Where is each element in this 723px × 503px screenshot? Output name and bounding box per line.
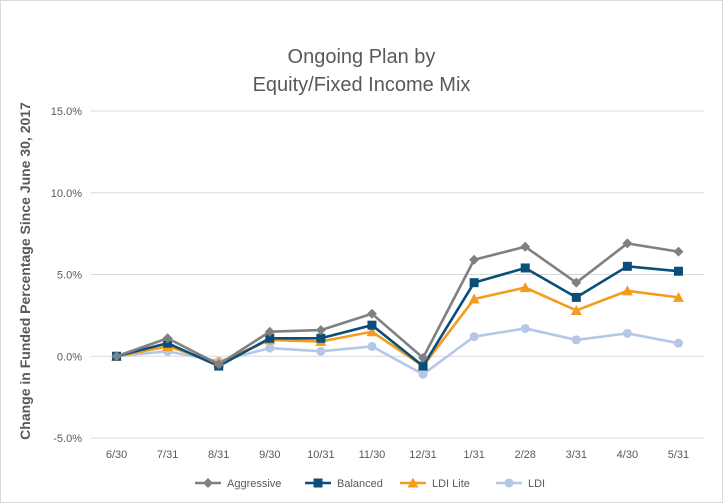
- data-point-ldi-lite: [570, 304, 582, 315]
- y-tick-label: 5.0%: [57, 270, 82, 282]
- x-tick-label: 4/30: [617, 449, 638, 461]
- legend-item-balanced: Balanced: [305, 478, 383, 490]
- data-point-aggressive: [673, 246, 684, 257]
- x-tick-label: 1/31: [463, 449, 484, 461]
- data-point-aggressive: [366, 308, 377, 319]
- data-point-balanced: [520, 263, 530, 273]
- x-tick-label: 2/28: [514, 449, 535, 461]
- series-ldi: [112, 323, 683, 379]
- x-tick-label: 7/31: [157, 449, 178, 461]
- data-point-balanced: [673, 266, 683, 276]
- data-point-ldi: [367, 341, 377, 351]
- data-point-balanced: [367, 320, 377, 330]
- axes: 15.0% 10.0% 5.0% 0.0% -5.0% 6/30 7/31 8/31 9/30 1…: [51, 106, 689, 461]
- legend: Aggressive Balanced LDI Lite LDI: [195, 477, 545, 490]
- data-point-aggressive: [264, 326, 275, 337]
- x-tick-label: 11/30: [359, 449, 386, 461]
- x-tick-label: 10/31: [307, 449, 335, 461]
- series-line-aggressive: [116, 242, 679, 366]
- data-point-aggressive: [418, 352, 429, 363]
- data-point-ldi-lite: [621, 285, 633, 296]
- data-point-ldi-lite: [468, 293, 480, 304]
- data-point-aggressive: [571, 277, 582, 288]
- data-point-balanced: [418, 361, 428, 371]
- chart-title-line2: Equity/Fixed Income Mix: [252, 74, 471, 96]
- legend-item-ldi: LDI: [496, 478, 545, 490]
- data-point-ldi: [316, 346, 326, 356]
- y-tick-label: -5.0%: [53, 433, 82, 445]
- legend-label-balanced: Balanced: [337, 478, 383, 490]
- y-axis-title: Change in Funded Percentage Since June 3…: [17, 102, 33, 440]
- legend-marker-balanced: [313, 478, 323, 488]
- legend-marker-ldi: [504, 478, 514, 488]
- y-tick-label: 0.0%: [57, 351, 82, 363]
- x-tick-label: 8/31: [208, 449, 229, 461]
- data-point-aggressive: [213, 359, 224, 370]
- data-point-aggressive: [111, 351, 122, 362]
- data-point-balanced: [469, 278, 479, 288]
- data-point-ldi: [673, 338, 683, 348]
- y-tick-label: 10.0%: [51, 188, 82, 200]
- series-line-balanced: [116, 265, 679, 368]
- legend-label-ldi: LDI: [528, 478, 545, 490]
- data-point-ldi: [622, 328, 632, 338]
- data-point-ldi: [469, 332, 479, 342]
- y-tick-label: 15.0%: [51, 106, 82, 118]
- data-point-ldi: [418, 369, 428, 379]
- series-lines: [111, 238, 684, 379]
- legend-item-ldi-lite: LDI Lite: [400, 477, 470, 490]
- data-point-ldi-lite: [672, 291, 684, 302]
- x-tick-label: 9/30: [259, 449, 280, 461]
- data-point-ldi: [520, 323, 530, 333]
- data-point-balanced: [265, 333, 275, 343]
- data-point-balanced: [571, 292, 581, 302]
- x-tick-label: 12/31: [409, 449, 437, 461]
- legend-marker-ldi-lite: [407, 477, 419, 488]
- x-tick-label: 6/30: [106, 449, 127, 461]
- data-point-aggressive: [520, 241, 531, 252]
- chart-title: Ongoing Plan by Equity/Fixed Income Mix: [1, 43, 722, 99]
- series-aggressive: [111, 238, 684, 370]
- x-tick-label: 5/31: [668, 449, 689, 461]
- data-point-aggressive: [622, 238, 633, 249]
- data-point-balanced: [622, 261, 632, 271]
- legend-marker-aggressive: [203, 478, 213, 488]
- data-point-aggressive: [469, 254, 480, 265]
- data-point-ldi: [265, 343, 275, 353]
- data-point-ldi-lite: [366, 326, 378, 337]
- legend-label-aggressive: Aggressive: [227, 478, 281, 490]
- data-point-ldi-lite: [519, 282, 531, 293]
- data-point-balanced: [316, 333, 326, 343]
- data-point-ldi: [571, 335, 581, 345]
- legend-item-aggressive: Aggressive: [195, 478, 281, 490]
- legend-label-ldi-lite: LDI Lite: [432, 478, 470, 490]
- data-point-aggressive: [162, 333, 173, 344]
- data-point-aggressive: [315, 325, 326, 336]
- x-tick-label: 3/31: [566, 449, 587, 461]
- chart-title-line1: Ongoing Plan by: [287, 46, 436, 68]
